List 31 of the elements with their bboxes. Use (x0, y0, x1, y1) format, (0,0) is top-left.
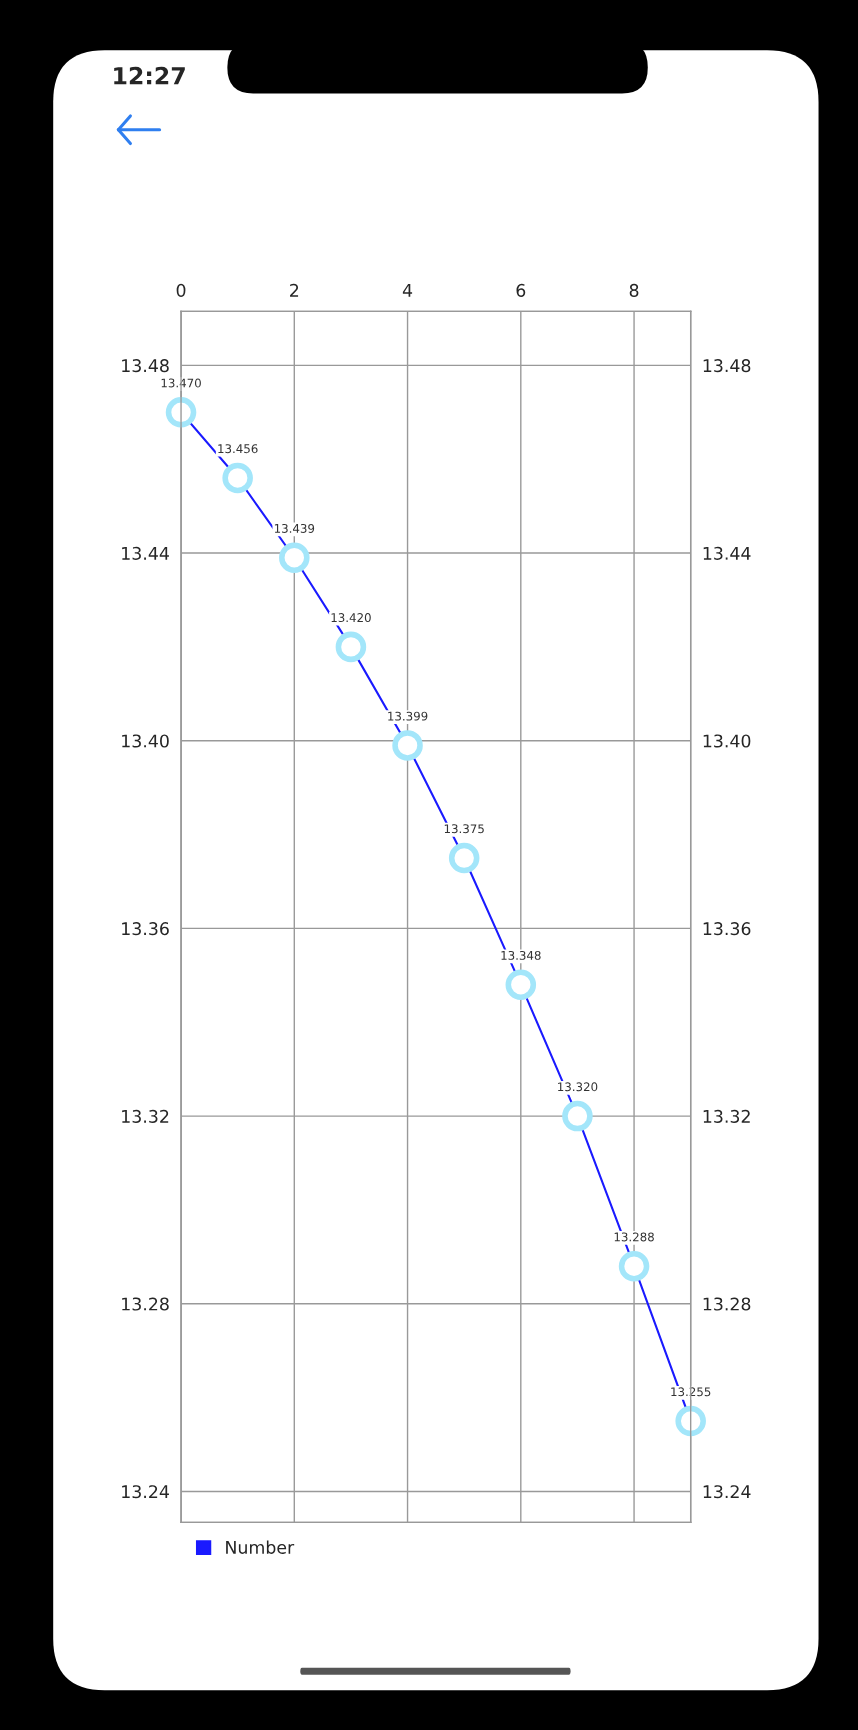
y2-tick-label: 13.44 (703, 546, 751, 560)
y2-tick-label: 13.40 (703, 734, 751, 748)
y2-tick-label: 13.48 (703, 359, 751, 373)
y-tick-label: 13.24 (122, 1485, 169, 1499)
data-label: 13.348 (501, 950, 541, 960)
y2-tick-label: 13.28 (703, 1297, 751, 1311)
y2-tick-label: 13.24 (703, 1485, 751, 1499)
data-label: 13.420 (331, 613, 371, 623)
data-label: 13.375 (444, 824, 484, 834)
x-tick-label: 8 (629, 283, 639, 297)
data-label: 13.255 (671, 1387, 711, 1397)
y-tick-label: 13.48 (122, 359, 169, 373)
y2-tick-label: 13.36 (703, 922, 751, 936)
data-label: 13.470 (161, 378, 201, 388)
y-tick-label: 13.44 (122, 546, 169, 560)
data-label: 13.439 (274, 523, 315, 533)
x-tick-label: 4 (402, 284, 413, 297)
y-tick-label: 13.40 (122, 734, 169, 748)
x-tick-label: 0 (176, 283, 186, 297)
y-tick-label: 13.32 (122, 1109, 169, 1123)
text: 12:27 (114, 66, 185, 85)
data-label: 13.399 (388, 711, 428, 721)
x-tick-label: 2 (290, 283, 299, 297)
data-label: 13.320 (558, 1082, 598, 1092)
data-label: 13.456 (218, 444, 258, 454)
data-label: 13.288 (614, 1232, 654, 1242)
y-tick-label: 13.36 (122, 922, 169, 936)
legend-label: Number (226, 1540, 295, 1554)
y-tick-label: 13.28 (122, 1297, 169, 1311)
y2-tick-label: 13.32 (703, 1109, 750, 1123)
x-tick-label: 6 (516, 283, 526, 297)
